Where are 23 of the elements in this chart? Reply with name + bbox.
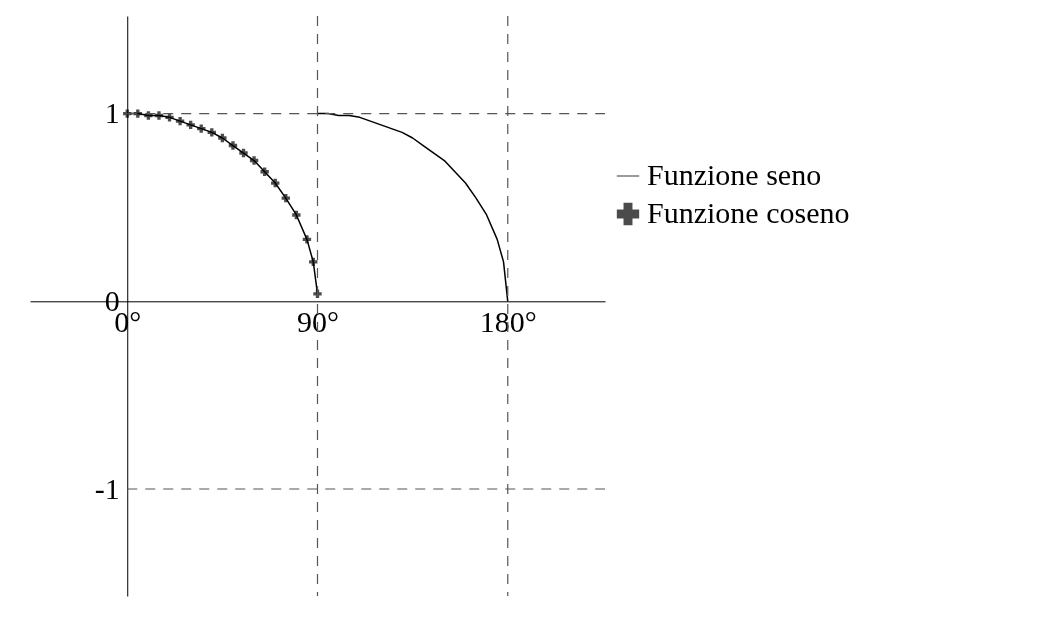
- legend-label: Funzione coseno: [647, 196, 850, 229]
- point: [218, 133, 227, 143]
- point: [302, 235, 312, 244]
- point: [186, 120, 195, 130]
- point: [228, 141, 238, 150]
- point: [239, 148, 248, 158]
- point: [281, 193, 290, 203]
- point: [249, 156, 259, 165]
- point: [207, 128, 216, 137]
- y-tick-label: -1: [94, 471, 120, 505]
- point: [165, 113, 174, 122]
- legend-label: Funzione seno: [647, 158, 822, 191]
- point: [271, 178, 280, 188]
- point: [309, 257, 318, 267]
- point: [197, 124, 206, 133]
- point: [144, 111, 153, 120]
- point: [292, 210, 301, 220]
- point: [154, 111, 164, 120]
- x-tick-label: 180°: [479, 304, 537, 338]
- y-tick-label: 1: [104, 96, 120, 130]
- point: [260, 167, 269, 176]
- point: [175, 116, 185, 126]
- x-tick-label: 90°: [297, 304, 339, 338]
